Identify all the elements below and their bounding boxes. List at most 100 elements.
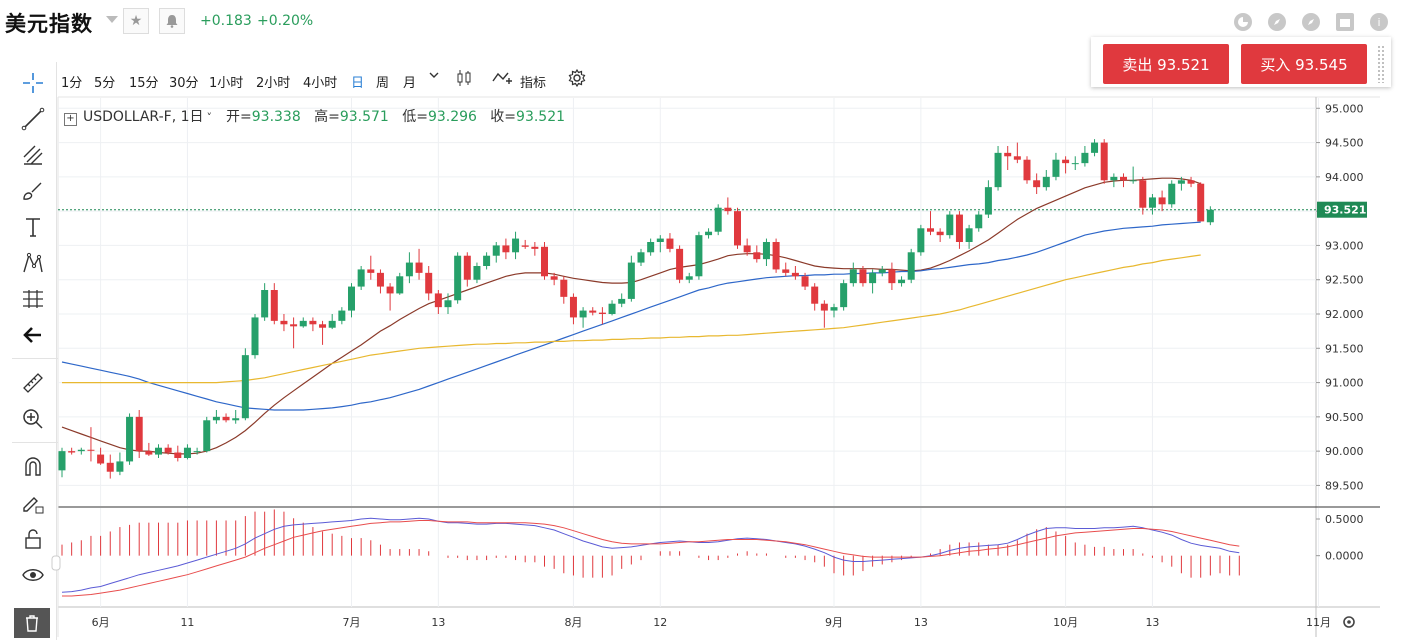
calendar-icon[interactable] xyxy=(1336,13,1354,31)
text-icon[interactable] xyxy=(20,214,46,240)
candle xyxy=(666,233,674,253)
candle-body xyxy=(608,303,616,314)
candle xyxy=(1100,139,1108,184)
candle xyxy=(1197,182,1205,222)
bell-icon[interactable] xyxy=(159,8,185,34)
candle xyxy=(724,197,732,215)
high-value: 93.571 xyxy=(339,109,389,125)
indicators-button[interactable]: 指标 xyxy=(520,76,547,91)
ruler-icon[interactable] xyxy=(20,370,46,396)
candle xyxy=(936,228,944,242)
candle xyxy=(251,314,259,359)
candle-body xyxy=(936,231,944,236)
candle-body xyxy=(357,269,365,287)
chevron-down-icon[interactable]: ˅ xyxy=(206,111,213,124)
candle xyxy=(1013,142,1021,164)
fib-icon[interactable] xyxy=(20,142,46,168)
gear-icon-center xyxy=(1347,620,1351,624)
candle xyxy=(560,276,568,304)
compass-icon-2[interactable] xyxy=(1302,13,1320,31)
candle xyxy=(705,228,713,239)
compass-icon[interactable] xyxy=(1268,13,1286,31)
candle xyxy=(425,266,433,301)
tf-1m[interactable]: 1分 xyxy=(61,76,83,91)
candle-body xyxy=(1091,142,1099,153)
candle-type-icon[interactable] xyxy=(456,69,472,91)
indicators-icon[interactable] xyxy=(492,69,514,89)
tf-1h[interactable]: 1小时 xyxy=(209,76,244,91)
x-tick-label: 8月 xyxy=(564,616,582,629)
candle-body xyxy=(1100,142,1108,181)
magnet-icon[interactable] xyxy=(20,454,46,480)
candle-body xyxy=(174,452,182,458)
zoom-in-icon[interactable] xyxy=(20,406,46,432)
candle xyxy=(907,248,915,284)
pattern-icon[interactable] xyxy=(20,250,46,276)
chevron-down-icon[interactable] xyxy=(429,69,439,84)
candle xyxy=(589,307,597,316)
candle xyxy=(1042,170,1050,191)
candle-body xyxy=(714,207,722,232)
tf-week[interactable]: 周 xyxy=(376,76,390,91)
candle-body xyxy=(135,416,143,452)
brush-icon[interactable] xyxy=(20,178,46,204)
candle-body xyxy=(753,252,761,260)
trash-icon[interactable] xyxy=(14,608,50,638)
candle-body xyxy=(1013,156,1021,160)
sell-button[interactable]: 卖出 93.521 xyxy=(1103,44,1229,84)
candle-body xyxy=(666,238,674,249)
back-arrow-icon[interactable] xyxy=(20,322,46,348)
candle-body xyxy=(1197,183,1205,222)
candle xyxy=(1062,156,1070,174)
candle xyxy=(116,452,124,476)
tf-month[interactable]: 月 xyxy=(403,76,417,91)
candle xyxy=(637,248,645,266)
tf-4h[interactable]: 4小时 xyxy=(303,76,338,91)
buy-button[interactable]: 买入 93.545 xyxy=(1241,44,1367,84)
candle xyxy=(434,290,442,314)
measure-icon[interactable] xyxy=(20,286,46,312)
candle-body xyxy=(512,238,520,253)
candle-body xyxy=(309,320,317,325)
pie-chart-icon[interactable] xyxy=(1234,13,1252,31)
candle xyxy=(174,445,182,462)
tf-2h[interactable]: 2小时 xyxy=(256,76,291,91)
candle xyxy=(232,410,240,424)
gear-icon[interactable] xyxy=(567,68,587,92)
candle-body xyxy=(145,451,153,455)
candle xyxy=(1148,194,1156,215)
last-price-tag xyxy=(1317,201,1367,218)
info-icon[interactable]: i xyxy=(1370,13,1388,31)
star-icon[interactable]: ★ xyxy=(123,8,149,34)
candle-body xyxy=(1042,176,1050,188)
candle xyxy=(859,266,867,287)
eye-icon[interactable] xyxy=(20,562,46,588)
tf-5m[interactable]: 5分 xyxy=(94,76,116,91)
candle xyxy=(1071,156,1079,170)
tf-15m[interactable]: 15分 xyxy=(129,76,159,91)
symbol-label[interactable]: USDOLLAR-F, 1日 xyxy=(83,109,204,125)
candle xyxy=(145,442,153,456)
candle xyxy=(222,413,230,423)
candle xyxy=(994,146,1002,191)
change-pct: +0.20% xyxy=(257,13,314,29)
candle xyxy=(357,266,365,290)
legend-add-icon[interactable]: + xyxy=(64,113,77,126)
candle-body xyxy=(1052,159,1060,177)
unlock-icon[interactable] xyxy=(20,526,46,552)
line-icon[interactable] xyxy=(20,106,46,132)
candle xyxy=(512,231,520,260)
crosshair-icon[interactable] xyxy=(20,70,46,96)
candle-body xyxy=(743,245,751,253)
candle-body xyxy=(927,228,934,232)
lock-pencil-icon[interactable] xyxy=(20,490,46,516)
candle-body xyxy=(521,245,529,247)
chevron-down-icon[interactable] xyxy=(106,16,118,23)
tf-30m[interactable]: 30分 xyxy=(169,76,199,91)
y-tick-label: 91.500 xyxy=(1325,342,1364,355)
candle-body xyxy=(376,272,384,287)
drag-handle[interactable] xyxy=(1377,45,1385,83)
tf-day[interactable]: 日 xyxy=(351,76,365,91)
gear-icon[interactable] xyxy=(1343,616,1355,628)
